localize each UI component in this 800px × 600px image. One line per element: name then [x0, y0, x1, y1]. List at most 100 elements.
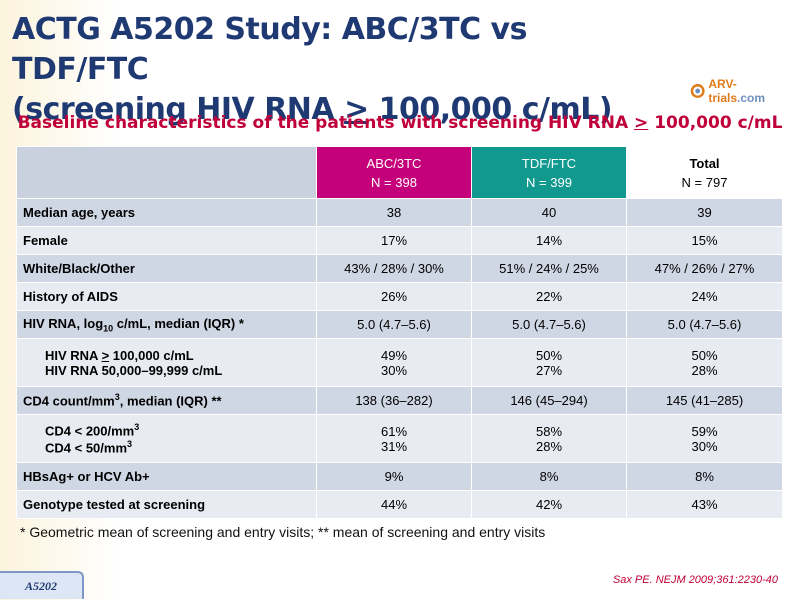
cell-value: 8%	[471, 462, 627, 491]
cell-value: 50% 27%	[471, 338, 627, 387]
cell-value: 44%	[316, 490, 472, 519]
cell-value: 24%	[626, 282, 783, 311]
label-superscript: 3	[114, 392, 120, 403]
cell-line: 30%	[380, 362, 408, 378]
label-text: HIV RNA	[45, 347, 102, 363]
logo-text: ARV-trials.com	[708, 77, 790, 105]
cell-value: 38	[316, 198, 472, 227]
table-row: Genotype tested at screening 44% 42% 43%	[16, 490, 783, 519]
table-row: HIV RNA > 100,000 c/mL HIV RNA 50,000–99…	[16, 338, 783, 387]
cell-value: 51% / 24% / 25%	[471, 254, 627, 283]
row-label: CD4 < 200/mm3 CD4 < 50/mm3	[16, 414, 317, 463]
cell-value: 15%	[626, 226, 783, 255]
cell-value: 26%	[316, 282, 472, 311]
row-label: Median age, years	[16, 198, 317, 227]
cell-line: 50%	[691, 347, 718, 363]
row-label: History of AIDS	[16, 282, 317, 311]
label-text: c/mL, median (IQR) *	[113, 315, 244, 331]
row-label: Genotype tested at screening	[16, 490, 317, 519]
row-label: White/Black/Other	[16, 254, 317, 283]
cell-value: 14%	[471, 226, 627, 255]
row-label: CD4 count/mm3, median (IQR) **	[16, 386, 317, 415]
slide-title: ACTG A5202 Study: ABC/3TC vs TDF/FTC (sc…	[12, 10, 652, 130]
logo-text-b: .com	[737, 91, 766, 105]
label-text: CD4 count/mm	[23, 393, 115, 409]
cell-value: 8%	[626, 462, 783, 491]
cell-value: 39	[626, 198, 783, 227]
cell-value: 9%	[316, 462, 472, 491]
cell-line: 58%	[535, 423, 563, 439]
table-row: Female 17% 14% 15%	[16, 226, 783, 255]
cell-value: 22%	[471, 282, 627, 311]
cell-line: 61%	[380, 423, 408, 439]
cell-value: 61% 31%	[316, 414, 472, 463]
header-n: N = 399	[526, 174, 572, 190]
title-line-2-pre: (screening HIV RNA	[12, 92, 345, 127]
subtitle-pre: Baseline characteristics of the patients…	[17, 113, 635, 133]
footnote: * Geometric mean of screening and entry …	[20, 524, 546, 540]
cell-value: 50% 28%	[626, 338, 783, 387]
label-text: , median (IQR) **	[119, 393, 222, 409]
header-name: TDF/FTC	[521, 155, 577, 171]
header-corner	[16, 146, 317, 199]
cell-line: 27%	[535, 362, 563, 378]
label-text: CD4 < 50/mm	[45, 439, 128, 455]
cell-value: 40	[471, 198, 627, 227]
header-name: Total	[689, 155, 720, 171]
table-row: HBsAg+ or HCV Ab+ 9% 8% 8%	[16, 462, 783, 491]
table-row: CD4 < 200/mm3 CD4 < 50/mm3 61% 31% 58% 28%…	[16, 414, 783, 463]
table-row: CD4 count/mm3, median (IQR) ** 138 (36–2…	[16, 386, 783, 415]
header-n: N = 398	[371, 174, 417, 190]
header-n: N = 797	[681, 174, 728, 190]
study-badge: A5202	[0, 571, 84, 599]
gte-symbol: >	[101, 347, 110, 363]
table-header-row: ABC/3TC N = 398 TDF/FTC N = 399 Total N = 7…	[16, 146, 783, 199]
cell-line: 30%	[691, 438, 718, 454]
cell-line: 28%	[535, 438, 563, 454]
row-label: HIV RNA, log10 c/mL, median (IQR) *	[16, 310, 317, 339]
table-subtitle: Baseline characteristics of the patients…	[0, 113, 800, 133]
table-row: History of AIDS 26% 22% 24%	[16, 282, 783, 311]
cell-line: 59%	[691, 423, 718, 439]
label-line: HIV RNA 50,000–99,999 c/mL	[45, 362, 223, 378]
label-line: CD4 < 50/mm3	[45, 439, 310, 455]
cell-value: 42%	[471, 490, 627, 519]
cell-value: 5.0 (4.7–5.6)	[626, 310, 783, 339]
cell-value: 43%	[626, 490, 783, 519]
cell-line: 49%	[380, 347, 408, 363]
subtitle-post: 100,000 c/mL	[648, 113, 783, 133]
cell-value: 58% 28%	[471, 414, 627, 463]
logo-text-a: ARV-trials	[708, 77, 738, 105]
row-label: HIV RNA > 100,000 c/mL HIV RNA 50,000–99…	[16, 338, 317, 387]
label-text: 100,000 c/mL	[109, 347, 194, 363]
cell-value: 145 (41–285)	[626, 386, 783, 415]
label-text: HIV RNA, log	[23, 315, 104, 331]
cell-line: 50%	[535, 347, 563, 363]
cell-value: 138 (36–282)	[316, 386, 472, 415]
header-total: Total N = 797	[626, 146, 783, 199]
cell-value: 17%	[316, 226, 472, 255]
table-row: Median age, years 38 40 39	[16, 198, 783, 227]
label-text: CD4 < 200/mm	[45, 423, 135, 439]
cell-value: 47% / 26% / 27%	[626, 254, 783, 283]
title-line-1: ACTG A5202 Study: ABC/3TC vs TDF/FTC	[12, 12, 527, 87]
cell-value: 5.0 (4.7–5.6)	[316, 310, 472, 339]
label-superscript: 3	[127, 438, 133, 449]
title-line-2-post: 100,000 c/mL)	[368, 92, 613, 127]
cell-value: 146 (45–294)	[471, 386, 627, 415]
logo-swirl-icon	[690, 84, 705, 98]
cell-value: 59% 30%	[626, 414, 783, 463]
cell-line: 31%	[380, 438, 408, 454]
header-name: ABC/3TC	[366, 155, 422, 171]
header-tdf-ftc: TDF/FTC N = 399	[471, 146, 627, 199]
title-gte-symbol: >	[344, 92, 369, 127]
table-row: HIV RNA, log10 c/mL, median (IQR) * 5.0 …	[16, 310, 783, 339]
row-label: HBsAg+ or HCV Ab+	[16, 462, 317, 491]
reference-citation: Sax PE. NEJM 2009;361:2230-40	[612, 574, 778, 586]
arv-trials-logo: ARV-trials.com	[690, 77, 790, 105]
table-row: White/Black/Other 43% / 28% / 30% 51% / …	[16, 254, 783, 283]
cell-value: 49% 30%	[316, 338, 472, 387]
row-label: Female	[16, 226, 317, 255]
label-superscript: 3	[134, 422, 140, 433]
subtitle-gte-symbol: >	[634, 113, 649, 133]
